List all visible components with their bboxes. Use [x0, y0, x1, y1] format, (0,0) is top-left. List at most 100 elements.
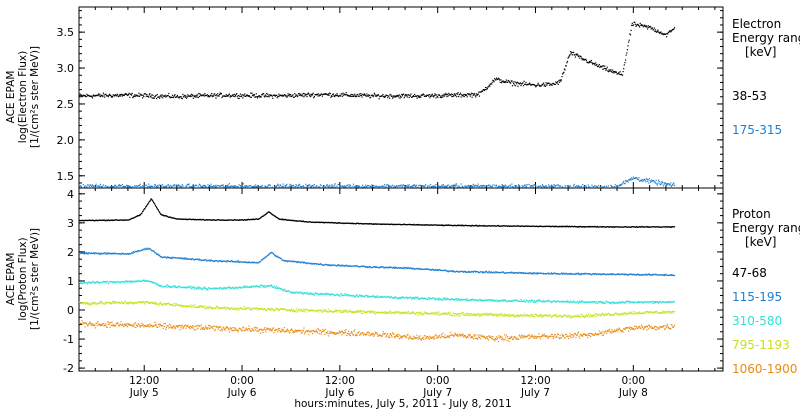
data-point [536, 225, 538, 227]
data-point [133, 217, 135, 219]
data-point [142, 94, 144, 96]
data-point [379, 266, 381, 268]
data-point [260, 96, 262, 98]
data-point [518, 185, 520, 187]
data-point [163, 256, 165, 258]
data-point [593, 225, 595, 228]
data-point [478, 185, 480, 187]
data-point [530, 301, 532, 303]
data-point [152, 200, 154, 202]
data-point [633, 226, 635, 228]
data-point [484, 225, 487, 227]
data-point [238, 261, 240, 264]
data-point [621, 183, 624, 185]
data-point [574, 273, 576, 276]
data-point [337, 95, 339, 98]
data-point [170, 184, 172, 186]
data-point [490, 271, 492, 273]
data-point [533, 272, 535, 274]
data-point [625, 300, 627, 303]
data-point [514, 299, 517, 302]
data-point [146, 95, 149, 98]
data-point [242, 285, 245, 287]
data-point [554, 272, 556, 274]
data-point [511, 299, 513, 302]
data-point [478, 224, 481, 227]
data-point [479, 225, 481, 227]
data-point [294, 186, 297, 188]
data-point [141, 210, 144, 213]
data-point [255, 96, 257, 98]
data-point [435, 269, 437, 271]
data-point [263, 285, 265, 287]
data-point [213, 287, 215, 289]
data-point [187, 95, 190, 97]
data-point [513, 271, 515, 274]
data-point [110, 96, 112, 98]
data-point [123, 94, 125, 97]
data-point [213, 260, 215, 262]
data-point [309, 186, 311, 188]
data-point [584, 273, 586, 275]
data-point [339, 94, 341, 96]
data-point [151, 97, 153, 99]
data-point [145, 93, 147, 95]
data-point [654, 226, 656, 228]
data-point [266, 256, 268, 258]
data-point [232, 185, 234, 187]
data-point [141, 249, 144, 251]
data-point [448, 186, 451, 188]
data-point [271, 213, 273, 216]
data-point [269, 252, 271, 254]
data-point [214, 287, 216, 289]
data-point [290, 95, 292, 98]
data-point [420, 96, 422, 98]
data-point [344, 222, 346, 224]
data-point [481, 300, 484, 302]
data-point [442, 184, 444, 186]
data-point [612, 186, 614, 188]
data-point [207, 96, 209, 98]
data-point [110, 281, 112, 283]
data-point [541, 300, 543, 303]
data-point [237, 94, 240, 97]
data-point [513, 84, 515, 86]
proton-legend-title-3: [keV] [745, 235, 776, 249]
data-point [80, 186, 83, 188]
data-point [304, 186, 306, 188]
data-point [462, 271, 464, 273]
data-point [298, 183, 300, 185]
data-point [418, 298, 420, 301]
data-point [99, 281, 101, 284]
data-point [598, 63, 600, 66]
data-point [390, 94, 392, 96]
data-point [339, 295, 341, 297]
data-point [220, 93, 222, 95]
data-point [225, 287, 227, 289]
data-point [124, 93, 127, 95]
data-point [373, 266, 375, 268]
data-point [560, 185, 562, 187]
data-point [418, 96, 421, 98]
data-point [191, 286, 193, 288]
data-point [430, 94, 432, 96]
data-point [463, 270, 465, 272]
data-point [665, 226, 668, 228]
data-point [586, 226, 588, 228]
data-point [342, 294, 344, 296]
data-point [185, 185, 187, 187]
data-point [487, 185, 489, 187]
data-point [285, 219, 287, 221]
data-point [550, 84, 553, 86]
data-point [503, 272, 505, 274]
data-point [607, 301, 610, 303]
data-point [266, 212, 268, 214]
data-point [230, 219, 232, 221]
data-point [595, 185, 597, 187]
data-point [618, 301, 620, 303]
data-point [198, 95, 201, 98]
data-point [486, 271, 488, 273]
data-point [507, 272, 509, 274]
data-point [214, 186, 216, 188]
data-point [138, 185, 140, 187]
